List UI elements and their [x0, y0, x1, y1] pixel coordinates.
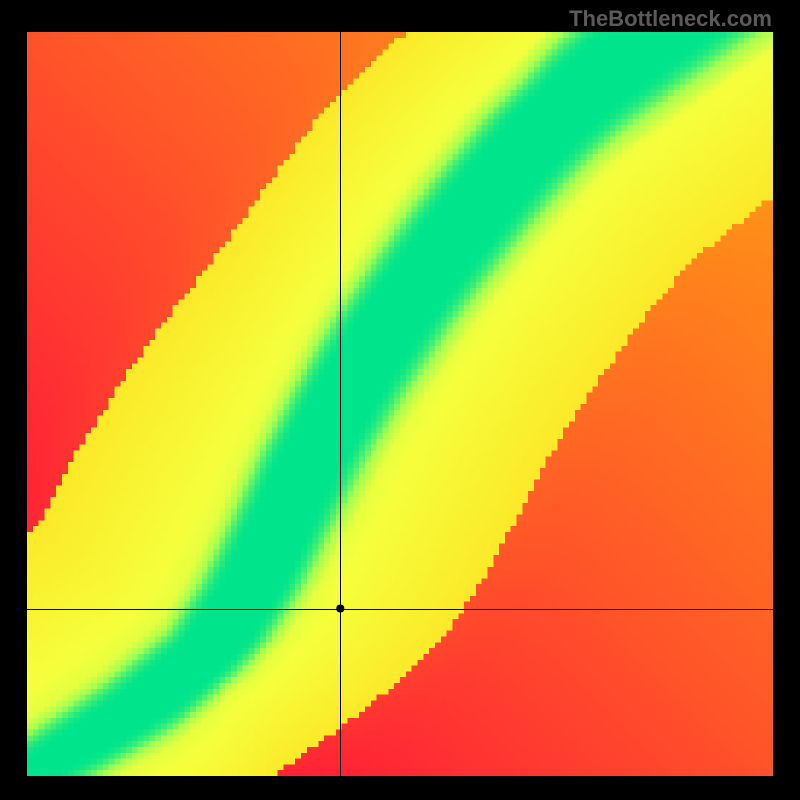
crosshair-overlay: [27, 32, 773, 776]
plot-container: TheBottleneck.com: [0, 0, 800, 800]
watermark-text: TheBottleneck.com: [569, 6, 772, 32]
